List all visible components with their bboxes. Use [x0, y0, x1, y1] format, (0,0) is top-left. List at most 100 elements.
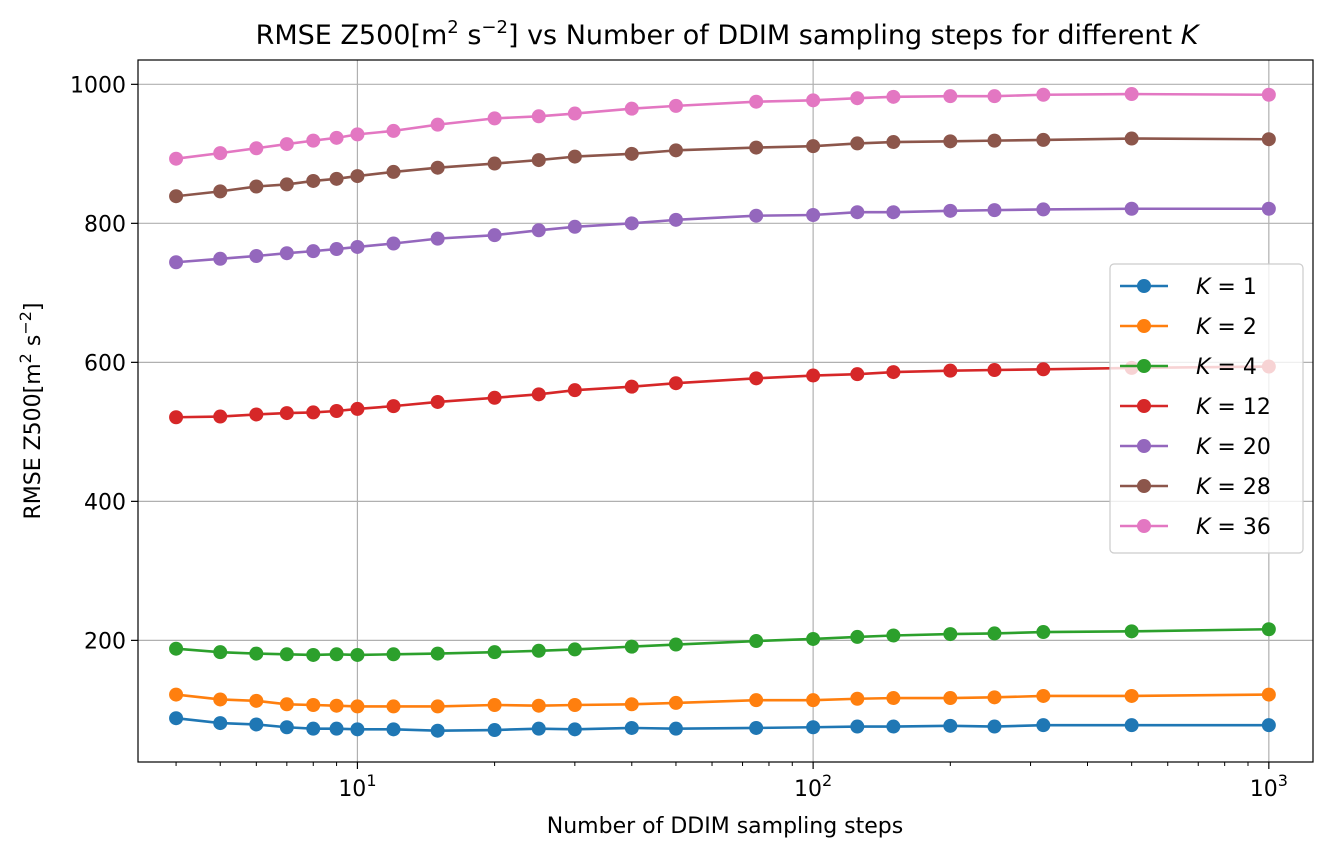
data-point: [668, 695, 683, 710]
data-point: [806, 631, 821, 646]
data-point: [1124, 201, 1139, 216]
data-point: [806, 207, 821, 222]
data-point: [886, 691, 901, 706]
data-point: [1036, 718, 1051, 733]
y-tick-label: 200: [84, 629, 126, 654]
data-point: [169, 410, 184, 425]
data-point: [987, 133, 1002, 148]
data-point: [350, 169, 365, 184]
data-point: [806, 139, 821, 154]
data-point: [169, 189, 184, 204]
data-point: [1124, 87, 1139, 102]
data-point: [1124, 688, 1139, 703]
data-point: [487, 390, 502, 405]
x-tick-label: 103: [1250, 771, 1288, 802]
data-point: [279, 647, 294, 662]
data-point: [943, 363, 958, 378]
data-point: [886, 719, 901, 734]
data-point: [943, 89, 958, 104]
data-point: [169, 255, 184, 270]
data-point: [1261, 718, 1276, 733]
data-point: [249, 407, 264, 422]
data-point: [430, 117, 445, 132]
data-point: [531, 698, 546, 713]
data-point: [668, 376, 683, 391]
data-point: [169, 711, 184, 726]
y-tick-label: 800: [84, 212, 126, 237]
series-2: [169, 622, 1276, 662]
data-point: [213, 716, 228, 731]
data-point: [1036, 688, 1051, 703]
data-point: [850, 136, 865, 151]
data-point: [806, 693, 821, 708]
data-point: [943, 691, 958, 706]
data-point: [329, 242, 344, 257]
data-point: [169, 687, 184, 702]
data-point: [213, 184, 228, 199]
data-point: [306, 244, 321, 259]
data-point: [531, 643, 546, 658]
data-point: [531, 387, 546, 402]
data-point: [213, 645, 228, 660]
data-point: [350, 647, 365, 662]
data-point: [1124, 131, 1139, 146]
data-point: [279, 406, 294, 421]
data-point: [430, 231, 445, 246]
data-point: [624, 639, 639, 654]
data-point: [749, 140, 764, 155]
chart-title: RMSE Z500[m2 s−2] vs Number of DDIM samp…: [256, 17, 1201, 51]
data-point: [279, 720, 294, 735]
data-point: [329, 404, 344, 418]
data-point: [624, 720, 639, 735]
data-point: [249, 179, 264, 194]
series-1: [169, 687, 1276, 714]
data-point: [329, 130, 344, 145]
data-point: [531, 721, 546, 736]
data-point: [1124, 624, 1139, 639]
data-point: [386, 722, 401, 737]
legend-box: [1109, 263, 1304, 554]
data-point: [987, 626, 1002, 641]
legend-marker: [1137, 439, 1151, 453]
data-point: [169, 641, 184, 656]
legend-marker: [1137, 279, 1151, 293]
data-point: [306, 405, 321, 420]
y-axis: 200 400 600 800 1000: [70, 73, 138, 654]
data-point: [487, 228, 502, 243]
plot-area-frame: [137, 59, 1314, 763]
data-point: [329, 698, 344, 713]
data-point: [430, 394, 445, 409]
data-point: [279, 246, 294, 261]
x-axis: 101 102 103: [175, 762, 1288, 802]
data-point: [249, 141, 264, 156]
data-point: [1261, 87, 1276, 102]
series-group: [169, 87, 1276, 738]
legend-label: K = 36: [1196, 515, 1271, 540]
data-point: [668, 98, 683, 113]
data-point: [279, 137, 294, 152]
data-point: [886, 135, 901, 150]
data-point: [306, 133, 321, 148]
data-point: [329, 171, 344, 186]
data-point: [213, 146, 228, 161]
legend-marker: [1137, 319, 1151, 333]
data-point: [749, 208, 764, 223]
legend-label: K = 28: [1196, 475, 1271, 500]
data-point: [1036, 132, 1051, 147]
data-point: [430, 699, 445, 714]
data-point: [487, 645, 502, 660]
data-point: [624, 146, 639, 161]
data-point: [886, 365, 901, 380]
data-point: [567, 383, 582, 398]
data-point: [943, 718, 958, 733]
data-point: [567, 698, 582, 713]
series-5: [169, 131, 1276, 204]
data-point: [531, 223, 546, 238]
data-point: [306, 698, 321, 713]
data-point: [350, 699, 365, 714]
legend-item: K = 12: [1120, 395, 1271, 420]
data-point: [1036, 362, 1051, 377]
data-point: [1261, 201, 1276, 216]
data-point: [306, 721, 321, 736]
data-point: [668, 212, 683, 227]
